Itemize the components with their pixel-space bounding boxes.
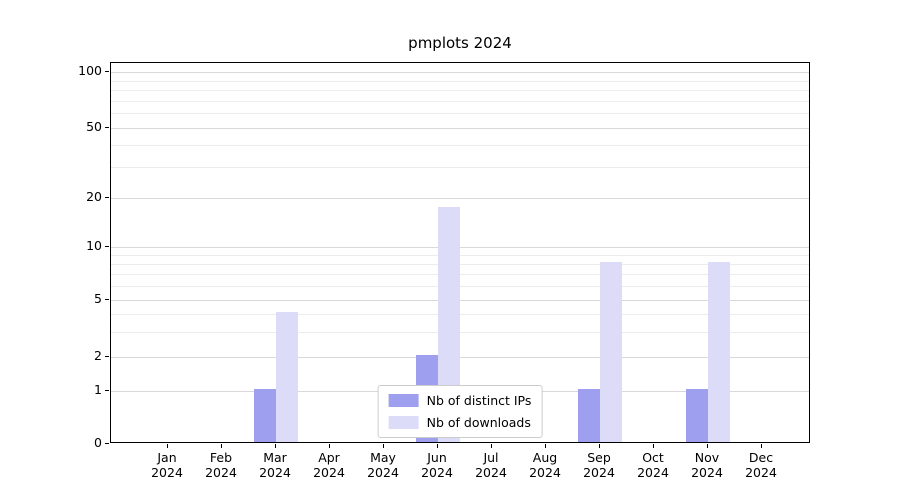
x-tick-mark: [653, 444, 654, 448]
legend: Nb of distinct IPs Nb of downloads: [377, 385, 543, 438]
y-tick-label: 2: [94, 348, 102, 363]
bar-nov-distinct-ips: [686, 389, 708, 442]
grid-line: [111, 81, 809, 82]
x-tick-label-sep: Sep 2024: [583, 450, 615, 480]
x-tick-mark: [275, 444, 276, 448]
x-tick-label-nov: Nov 2024: [691, 450, 723, 480]
y-tick-mark: [105, 443, 109, 444]
grid-line: [111, 145, 809, 146]
x-tick-mark: [221, 444, 222, 448]
chart-title: pmplots 2024: [408, 34, 512, 52]
y-tick-label: 50: [86, 119, 102, 134]
y-tick-mark: [105, 71, 109, 72]
x-tick-mark: [383, 444, 384, 448]
bar-mar-downloads: [276, 312, 298, 442]
grid-line: [111, 198, 809, 199]
grid-line: [111, 72, 809, 73]
grid-line: [111, 286, 809, 287]
x-tick-label-jan: Jan 2024: [151, 450, 183, 480]
y-tick-mark: [105, 390, 109, 391]
legend-label-downloads: Nb of downloads: [426, 415, 531, 430]
x-tick-mark: [329, 444, 330, 448]
legend-label-distinct-ips: Nb of distinct IPs: [426, 393, 532, 408]
bar-sep-downloads: [600, 262, 622, 442]
x-tick-mark: [599, 444, 600, 448]
y-tick-label: 10: [86, 238, 102, 253]
y-tick-label: 1: [94, 382, 102, 397]
bar-jun-downloads: [438, 207, 460, 442]
legend-swatch-downloads: [388, 416, 419, 429]
x-tick-label-aug: Aug 2024: [529, 450, 561, 480]
grid-line: [111, 247, 809, 248]
y-tick-label: 0: [94, 435, 102, 450]
x-tick-label-may: May 2024: [367, 450, 399, 480]
grid-line: [111, 300, 809, 301]
y-tick-label: 100: [78, 63, 102, 78]
grid-line: [111, 332, 809, 333]
grid-line: [111, 90, 809, 91]
grid-line: [111, 113, 809, 114]
x-tick-mark: [437, 444, 438, 448]
grid-line: [111, 357, 809, 358]
x-tick-mark: [707, 444, 708, 448]
grid-line: [111, 314, 809, 315]
legend-entry-downloads: Nb of downloads: [388, 415, 532, 430]
grid-line: [111, 128, 809, 129]
y-tick-mark: [105, 299, 109, 300]
x-tick-mark: [167, 444, 168, 448]
bar-mar-distinct-ips: [254, 389, 276, 442]
grid-line: [111, 255, 809, 256]
y-tick-mark: [105, 197, 109, 198]
y-tick-label: 20: [86, 189, 102, 204]
grid-line: [111, 101, 809, 102]
bar-nov-downloads: [708, 262, 730, 442]
y-tick-mark: [105, 356, 109, 357]
x-tick-label-dec: Dec 2024: [745, 450, 777, 480]
x-tick-mark: [491, 444, 492, 448]
bars-layer: [111, 63, 809, 442]
x-tick-label-mar: Mar 2024: [259, 450, 291, 480]
x-tick-mark: [545, 444, 546, 448]
grid-line: [111, 264, 809, 265]
bar-sep-distinct-ips: [578, 389, 600, 442]
x-tick-label-oct: Oct 2024: [637, 450, 669, 480]
y-tick-mark: [105, 127, 109, 128]
plot-area: Nb of distinct IPs Nb of downloads: [110, 62, 810, 443]
x-tick-mark: [761, 444, 762, 448]
x-tick-label-feb: Feb 2024: [205, 450, 237, 480]
x-tick-label-jun: Jun 2024: [421, 450, 453, 480]
y-tick-label: 5: [94, 291, 102, 306]
y-tick-mark: [105, 246, 109, 247]
legend-swatch-distinct-ips: [388, 394, 419, 407]
x-tick-label-jul: Jul 2024: [475, 450, 507, 480]
grid-line: [111, 274, 809, 275]
x-tick-label-apr: Apr 2024: [313, 450, 345, 480]
grid-line: [111, 167, 809, 168]
legend-entry-distinct-ips: Nb of distinct IPs: [388, 393, 532, 408]
